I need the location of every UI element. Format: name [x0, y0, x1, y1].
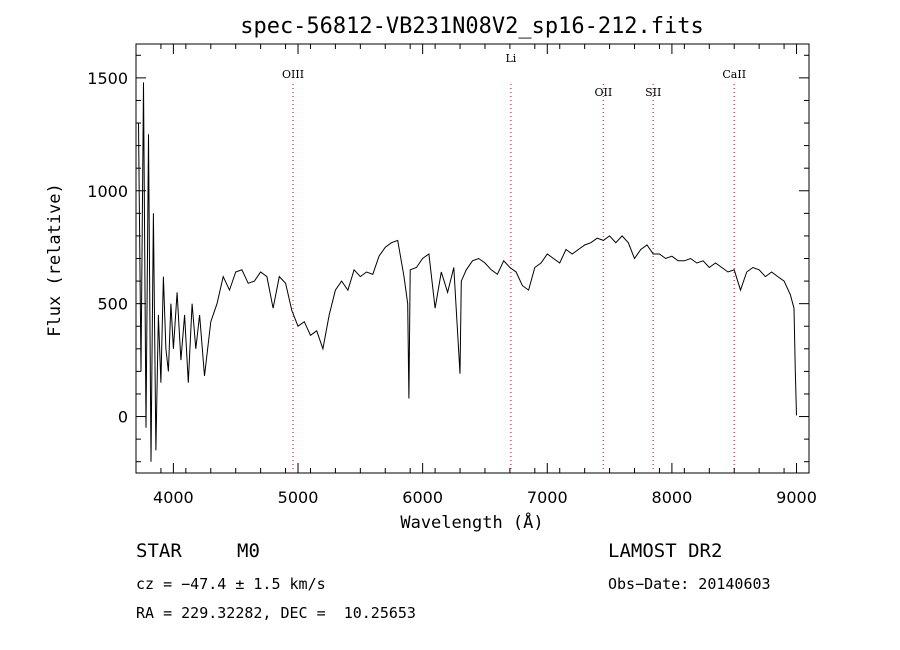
spectral-line-label: OIII — [282, 68, 304, 81]
y-tick-label: 0 — [118, 408, 128, 427]
survey-text: LAMOST DR2 — [608, 540, 723, 562]
x-tick-label: 9000 — [776, 488, 817, 507]
spectral-line-label: Li — [505, 52, 516, 65]
x-tick-label: 4000 — [153, 488, 194, 507]
x-tick-label: 7000 — [527, 488, 568, 507]
spectrum-series-line — [138, 82, 797, 462]
chart-title: spec-56812-VB231N08V2_sp16-212.fits — [240, 14, 704, 39]
axis-ticks-layer: 4000 5000 6000 7000 8000 9000 0 500 1000 1500 — [87, 44, 817, 507]
spectral-line-label: CaII — [722, 68, 746, 81]
y-tick-label: 1000 — [87, 182, 128, 201]
coordinates-text: RA = 229.32282, DEC = 10.25653 — [136, 604, 416, 622]
redshift-text: cz = −47.4 ± 1.5 km/s — [136, 575, 326, 593]
x-axis-label: Wavelength (Å) — [400, 511, 543, 533]
y-tick-label: 500 — [97, 295, 128, 314]
subclass-text: M0 — [237, 540, 260, 562]
plot-frame — [135, 43, 810, 474]
obs-date-text: Obs−Date: 20140603 — [608, 575, 771, 593]
spectral-lines-layer: OIII Li OII SII CaII — [282, 52, 746, 473]
x-tick-label: 5000 — [278, 488, 319, 507]
y-axis-label: Flux (relative) — [45, 183, 65, 337]
spectral-line-label: SII — [645, 86, 661, 99]
spectral-line-label: OII — [595, 86, 613, 99]
x-tick-label: 8000 — [652, 488, 693, 507]
x-tick-label: 6000 — [402, 488, 443, 507]
object-class-text: STAR — [136, 540, 182, 562]
y-tick-label: 1500 — [87, 69, 128, 88]
